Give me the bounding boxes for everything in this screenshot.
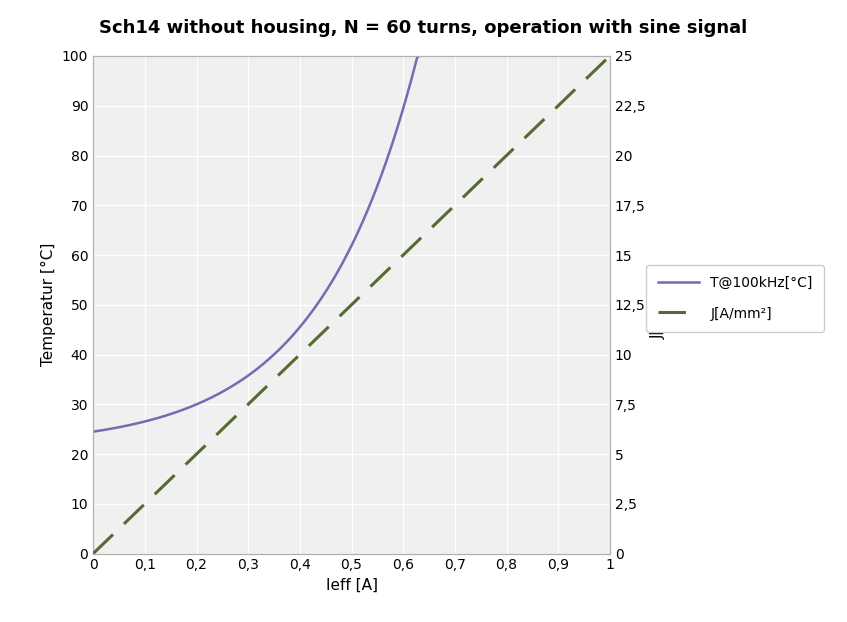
Legend: T@100kHz[°C], J[A/mm²]: T@100kHz[°C], J[A/mm²]: [646, 265, 824, 332]
Text: Sch14 without housing, N = 60 turns, operation with sine signal: Sch14 without housing, N = 60 turns, ope…: [99, 19, 748, 37]
X-axis label: Ieff [A]: Ieff [A]: [325, 578, 378, 593]
Y-axis label: J[A/mm²]: J[A/mm²]: [651, 271, 666, 339]
Y-axis label: Temperatur [°C]: Temperatur [°C]: [42, 243, 57, 366]
